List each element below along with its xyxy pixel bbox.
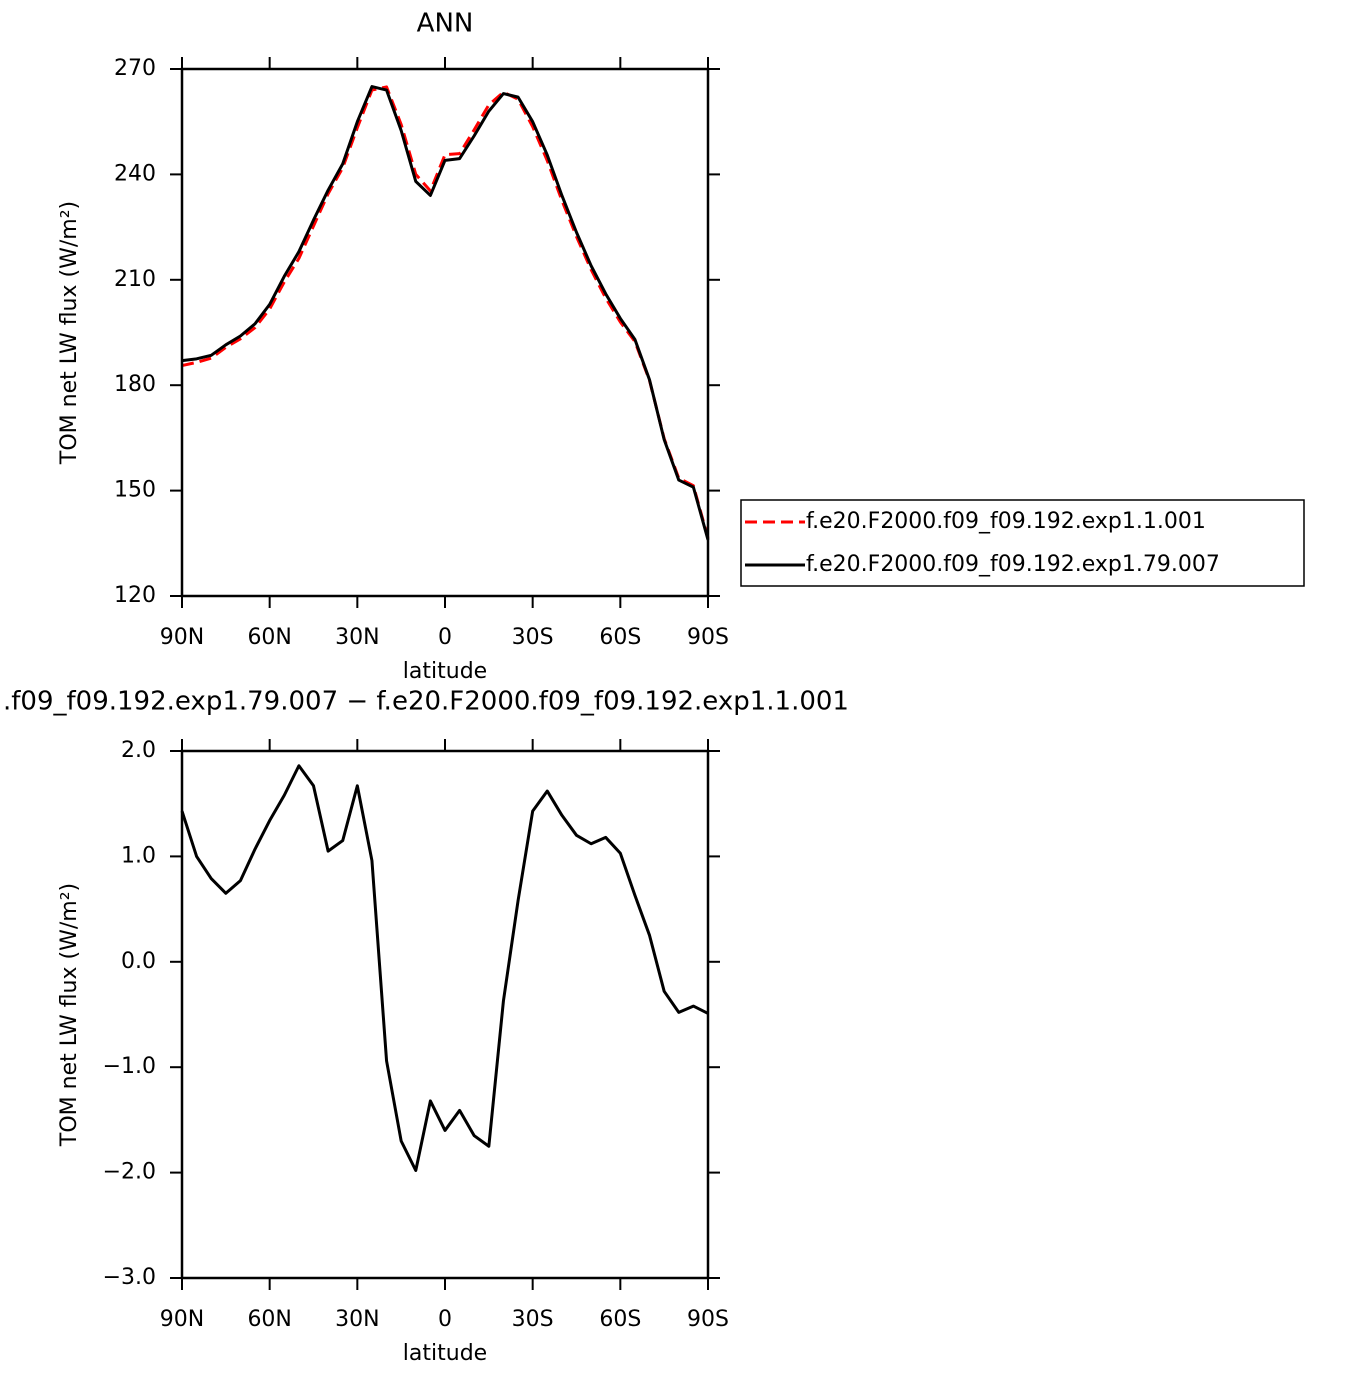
- x-tick-label: 90S: [687, 1307, 729, 1332]
- x-axis-label: latitude: [403, 1341, 487, 1366]
- x-tick-label: 0: [438, 1307, 452, 1332]
- x-tick-label: 60S: [599, 1307, 641, 1332]
- y-axis-label: TOM net LW flux (W/m²): [57, 883, 82, 1147]
- y-tick-label: −2.0: [103, 1160, 156, 1185]
- x-tick-label: 0: [438, 625, 452, 650]
- y-tick-label: 180: [114, 372, 156, 397]
- data-line: [181, 85, 710, 539]
- x-tick-label: 30S: [512, 625, 554, 650]
- data-line: [181, 85, 710, 541]
- y-tick-label: 270: [114, 56, 156, 81]
- legend-label: f.e20.F2000.f09_f09.192.exp1.1.001: [806, 509, 1206, 534]
- y-tick-label: 0.0: [121, 949, 156, 974]
- y-tick-label: 120: [114, 583, 156, 608]
- y-tick-label: −1.0: [103, 1054, 156, 1079]
- legend-box: [740, 499, 1305, 587]
- plot-frame: [180, 749, 710, 1280]
- y-tick-label: 240: [114, 161, 156, 186]
- x-tick-label: 90S: [687, 625, 729, 650]
- y-tick-label: −3.0: [103, 1265, 156, 1290]
- x-tick-label: 60N: [247, 1307, 291, 1332]
- y-tick-label: 150: [114, 478, 156, 503]
- x-tick-label: 60N: [247, 625, 291, 650]
- chart-title: ANN: [417, 9, 474, 39]
- x-tick-label: 90N: [160, 625, 204, 650]
- legend-label: f.e20.F2000.f09_f09.192.exp1.79.007: [806, 552, 1220, 577]
- data-line: [180, 764, 709, 1172]
- y-tick-label: 2.0: [121, 738, 156, 763]
- x-tick-label: 30N: [335, 625, 379, 650]
- chart-title: .f09_f09.192.exp1.79.007 − f.e20.F2000.f…: [3, 687, 849, 717]
- x-tick-label: 30S: [512, 1307, 554, 1332]
- y-tick-label: 1.0: [121, 843, 156, 868]
- x-tick-label: 60S: [599, 625, 641, 650]
- y-axis-label: TOM net LW flux (W/m²): [57, 201, 82, 465]
- x-tick-label: 90N: [160, 1307, 204, 1332]
- plot-frame: [180, 67, 710, 598]
- y-tick-label: 210: [114, 267, 156, 292]
- x-tick-label: 30N: [335, 1307, 379, 1332]
- x-axis-label: latitude: [403, 659, 487, 684]
